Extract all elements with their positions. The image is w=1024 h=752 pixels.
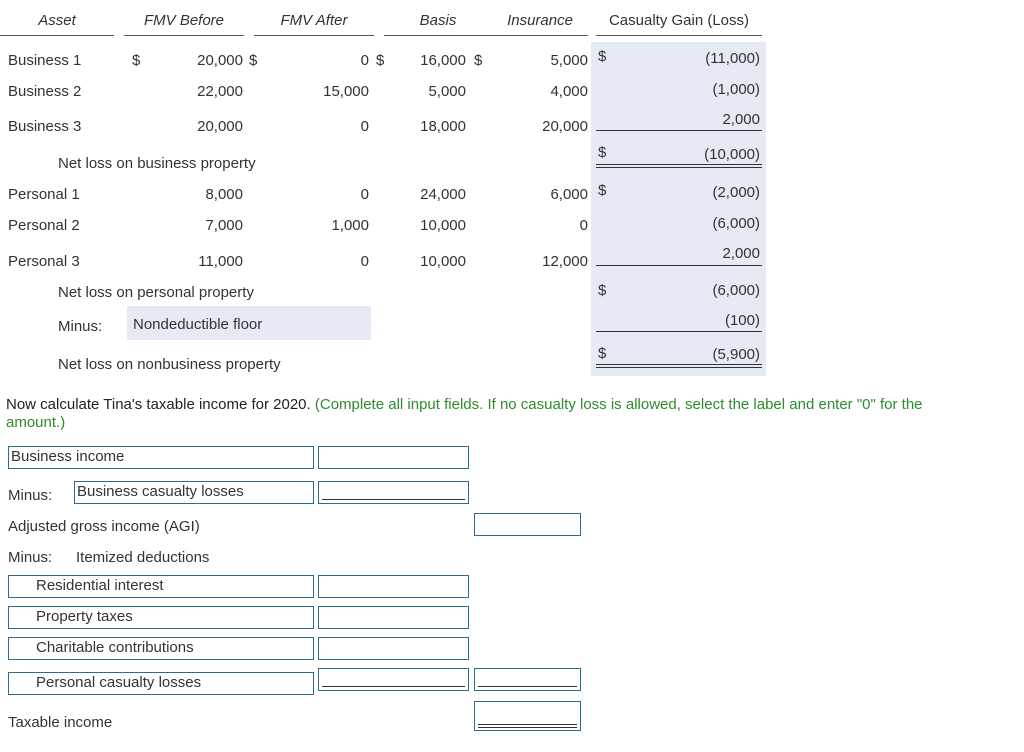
net-business-value: (10,000) bbox=[704, 146, 760, 163]
floor-label-shade bbox=[127, 306, 371, 340]
fmv-before-business-2: 22,000 bbox=[197, 83, 243, 100]
personal-casualty-input[interactable] bbox=[318, 668, 469, 691]
insurance-business-3: 20,000 bbox=[542, 118, 588, 135]
dollar-sign: $ bbox=[249, 52, 258, 69]
fmv-before-business-1: 20,000 bbox=[197, 52, 243, 69]
charitable-input[interactable] bbox=[318, 637, 469, 660]
fmv-after-business-2: 15,000 bbox=[323, 83, 369, 100]
fmv-after-personal-3: 0 bbox=[360, 253, 369, 270]
basis-business-3: 18,000 bbox=[420, 118, 466, 135]
taxable-income-label: Taxable income bbox=[8, 714, 113, 731]
dollar-sign: $ bbox=[132, 52, 141, 69]
net-nonbusiness-value: (5,900) bbox=[712, 346, 760, 363]
floor-minus-label: Minus: bbox=[58, 318, 103, 335]
fmv-before-personal-2: 7,000 bbox=[205, 217, 243, 234]
total-double-line bbox=[596, 364, 762, 368]
fmv-before-personal-1: 8,000 bbox=[205, 186, 243, 203]
fmv-after-personal-1: 0 bbox=[360, 186, 369, 203]
asset-personal-2: Personal 2 bbox=[8, 217, 80, 234]
dollar-sign: $ bbox=[598, 144, 607, 161]
dollar-sign: $ bbox=[376, 52, 385, 69]
insurance-personal-2: 0 bbox=[579, 217, 588, 234]
dollar-sign: $ bbox=[474, 52, 483, 69]
dollar-sign: $ bbox=[598, 48, 607, 65]
basis-personal-1: 24,000 bbox=[420, 186, 466, 203]
asset-business-2: Business 2 bbox=[8, 83, 82, 100]
instructions-note-cont: amount.) bbox=[6, 414, 66, 431]
itemized-total-input[interactable] bbox=[474, 668, 581, 691]
dollar-sign: $ bbox=[598, 282, 607, 299]
fmv-before-personal-3: 11,000 bbox=[198, 253, 243, 270]
property-taxes-label[interactable]: Property taxes bbox=[8, 606, 314, 629]
header-basis: Basis bbox=[384, 12, 492, 36]
insurance-business-1: 5,000 bbox=[550, 52, 588, 69]
dollar-sign: $ bbox=[598, 345, 607, 362]
net-business-label: Net loss on business property bbox=[58, 155, 256, 172]
net-personal-label: Net loss on personal property bbox=[58, 284, 254, 301]
gain-loss-business-2: (1,000) bbox=[712, 81, 760, 98]
itemized-label: Itemized deductions bbox=[76, 549, 210, 566]
basis-personal-3: 10,000 bbox=[420, 253, 466, 270]
residential-interest-input[interactable] bbox=[318, 575, 469, 598]
header-gain-loss: Casualty Gain (Loss) bbox=[596, 12, 762, 36]
instructions: Now calculate Tina's taxable income for … bbox=[6, 395, 1016, 415]
business-income-input[interactable] bbox=[318, 446, 469, 469]
fmv-after-business-1: 0 bbox=[360, 52, 369, 69]
floor-value: (100) bbox=[724, 312, 760, 329]
gain-loss-business-1: (11,000) bbox=[705, 50, 760, 67]
subtotal-line bbox=[596, 130, 762, 131]
total-double-line bbox=[596, 164, 762, 168]
fmv-after-business-3: 0 bbox=[360, 118, 369, 135]
dollar-sign: $ bbox=[598, 182, 607, 199]
subtotal-line bbox=[596, 331, 762, 332]
header-insurance: Insurance bbox=[492, 12, 588, 36]
taxable-income-input[interactable] bbox=[474, 701, 581, 731]
header-fmv-before: FMV Before bbox=[124, 12, 244, 36]
asset-personal-3: Personal 3 bbox=[8, 253, 80, 270]
gain-loss-personal-3: 2,000 bbox=[722, 245, 760, 262]
basis-personal-2: 10,000 bbox=[420, 217, 466, 234]
gain-loss-personal-1: (2,000) bbox=[712, 184, 760, 201]
net-personal-value: (6,000) bbox=[712, 282, 760, 299]
charitable-label[interactable]: Charitable contributions bbox=[8, 637, 314, 660]
property-taxes-input[interactable] bbox=[318, 606, 469, 629]
asset-personal-1: Personal 1 bbox=[8, 186, 80, 203]
basis-business-1: 16,000 bbox=[420, 52, 466, 69]
fmv-after-personal-2: 1,000 bbox=[331, 217, 369, 234]
subtotal-line bbox=[596, 265, 762, 266]
basis-business-2: 5,000 bbox=[428, 83, 466, 100]
itemized-minus-label: Minus: bbox=[8, 549, 53, 566]
asset-business-3: Business 3 bbox=[8, 118, 82, 135]
business-minus-label: Minus: bbox=[8, 487, 53, 504]
instructions-note: (Complete all input fields. If no casual… bbox=[314, 396, 923, 413]
residential-interest-label[interactable]: Residential interest bbox=[8, 575, 314, 598]
header-fmv-after: FMV After bbox=[254, 12, 374, 36]
personal-casualty-label[interactable]: Personal casualty losses bbox=[8, 672, 314, 695]
insurance-personal-1: 6,000 bbox=[550, 186, 588, 203]
agi-label: Adjusted gross income (AGI) bbox=[8, 518, 200, 535]
header-asset: Asset bbox=[0, 12, 114, 36]
insurance-business-2: 4,000 bbox=[550, 83, 588, 100]
floor-label: Nondeductible floor bbox=[133, 316, 263, 333]
instructions-main: Now calculate Tina's taxable income for … bbox=[6, 396, 311, 413]
agi-input[interactable] bbox=[474, 513, 581, 536]
business-income-label[interactable]: Business income bbox=[8, 446, 314, 469]
business-casualty-label[interactable]: Business casualty losses bbox=[74, 481, 314, 504]
business-casualty-input[interactable] bbox=[318, 481, 469, 504]
gain-loss-business-3: 2,000 bbox=[722, 111, 760, 128]
gain-loss-personal-2: (6,000) bbox=[712, 215, 760, 232]
asset-business-1: Business 1 bbox=[8, 52, 82, 69]
gain-loss-column-shade bbox=[591, 42, 766, 376]
insurance-personal-3: 12,000 bbox=[542, 253, 588, 270]
fmv-before-business-3: 20,000 bbox=[197, 118, 243, 135]
net-nonbusiness-label: Net loss on nonbusiness property bbox=[58, 356, 281, 373]
